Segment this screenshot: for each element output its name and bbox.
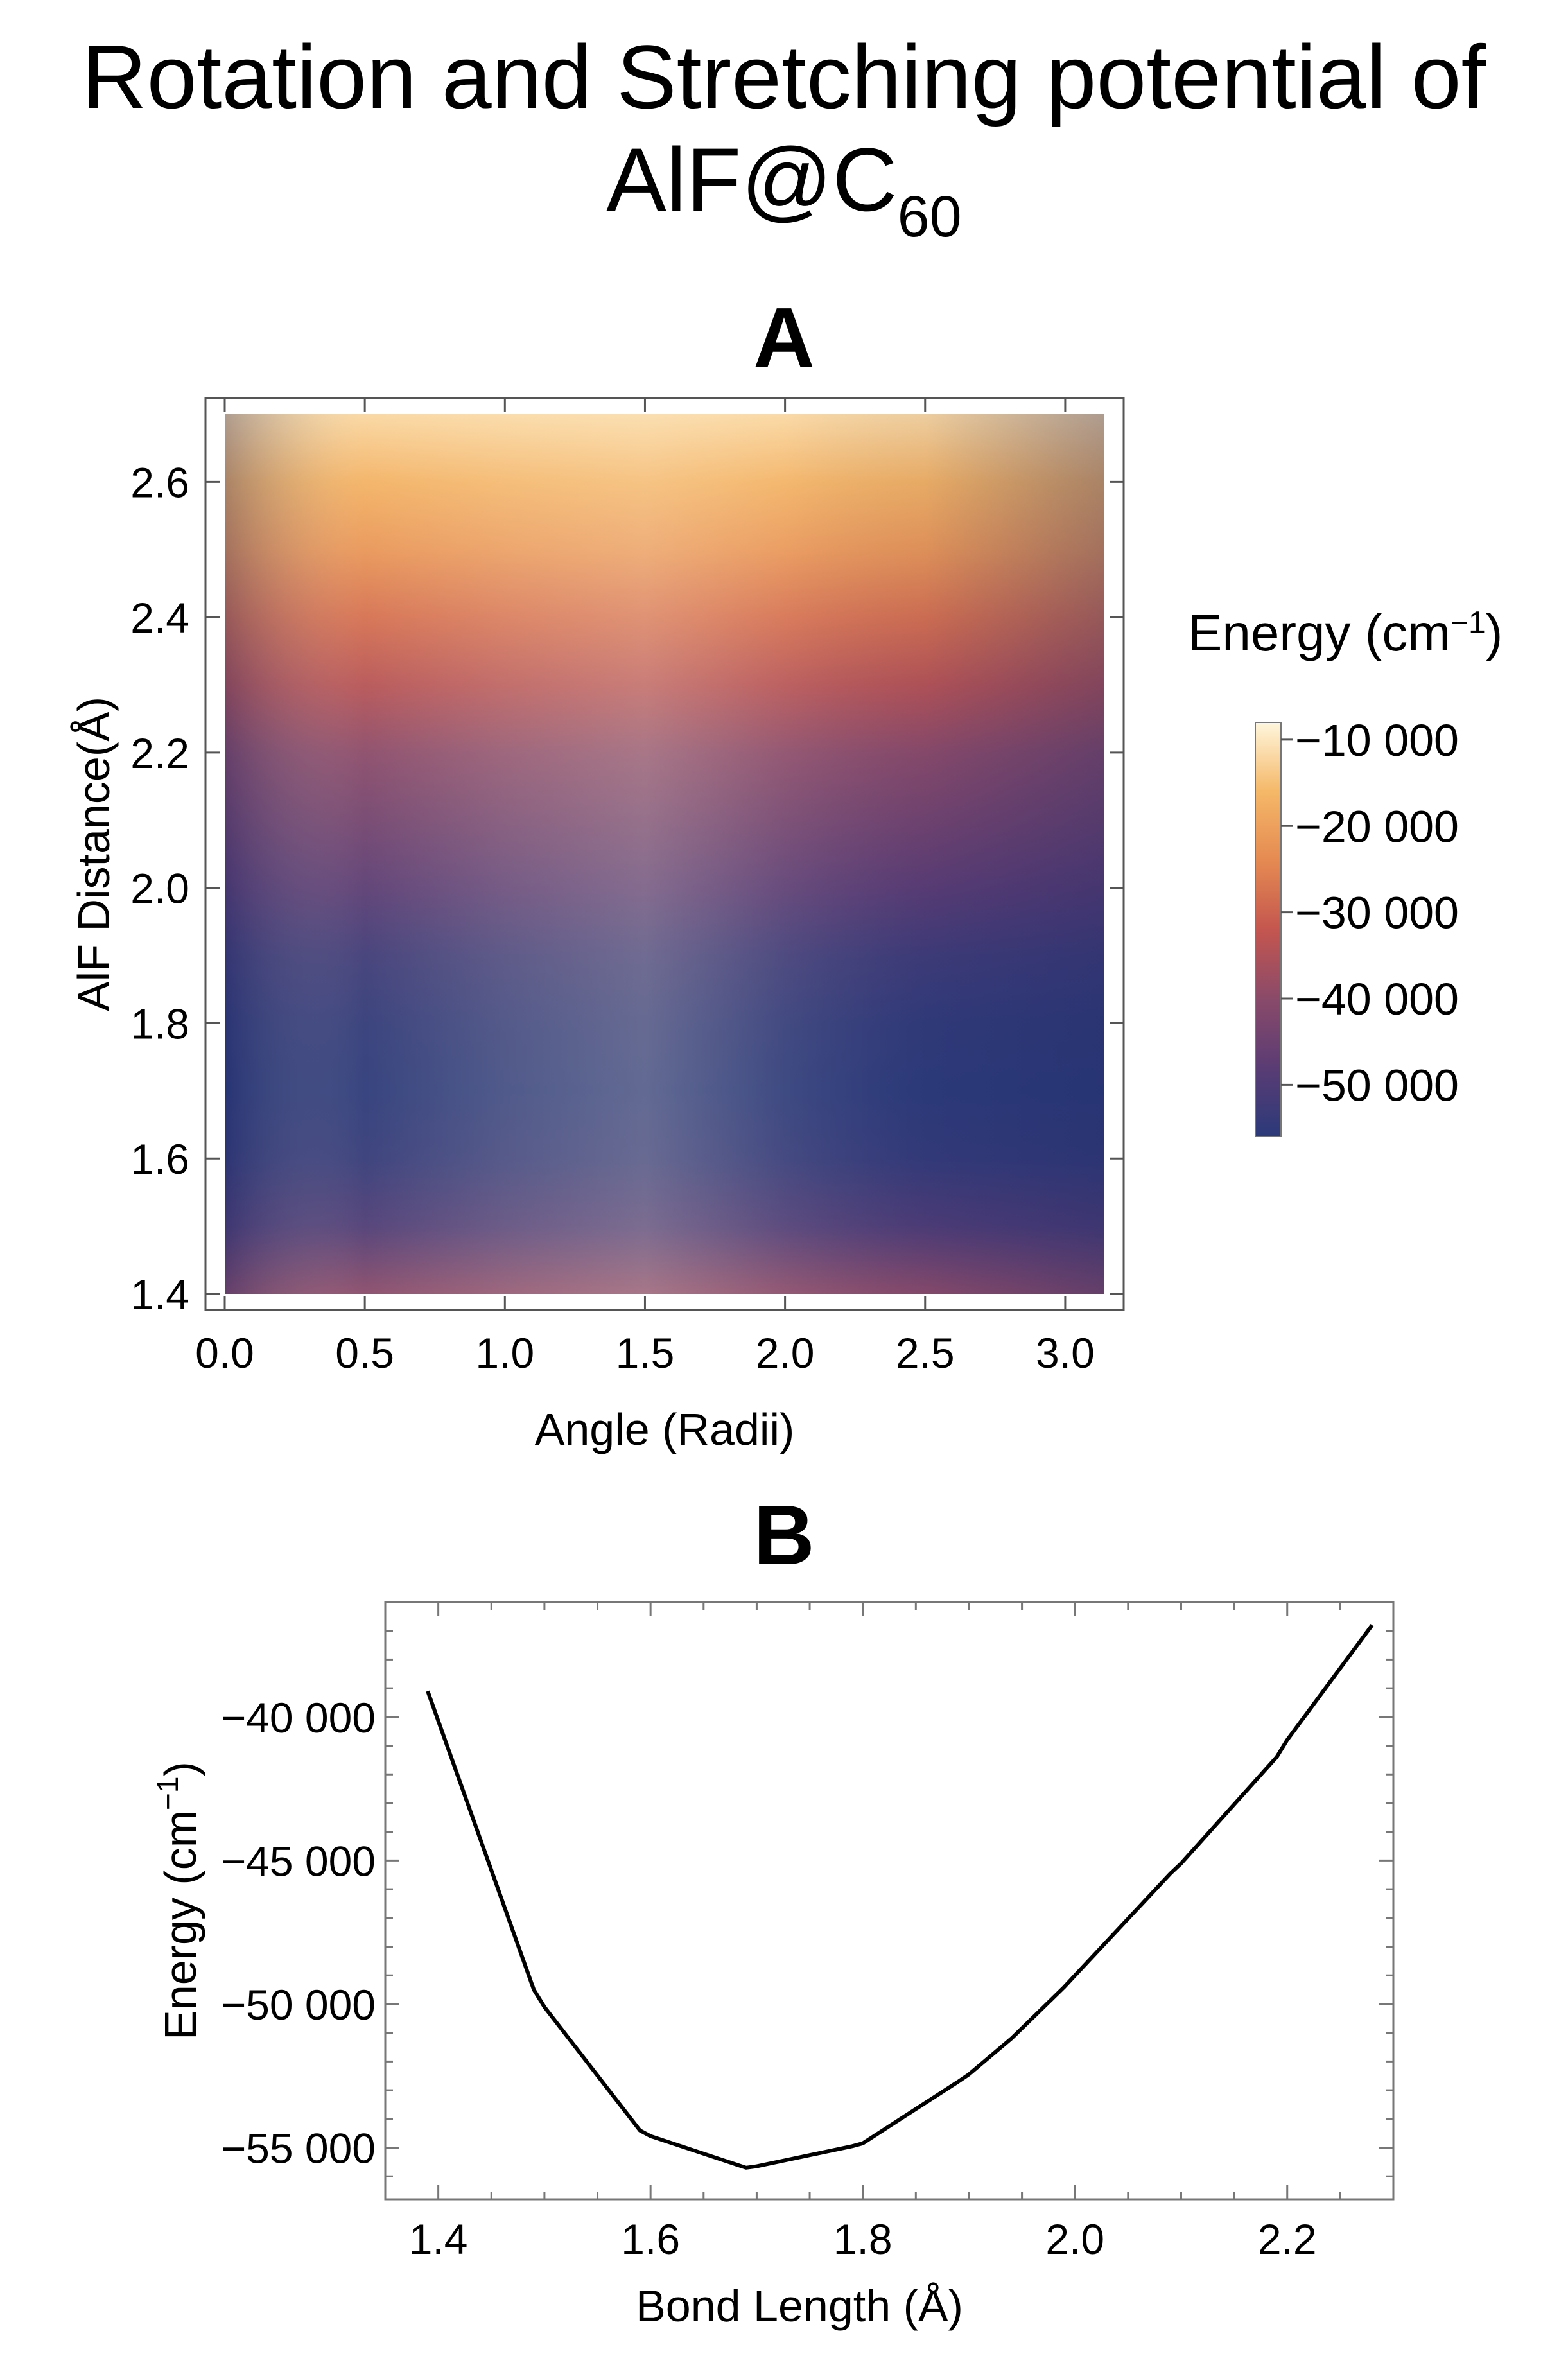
y-tick-label: 1.8 [130,1000,189,1047]
colorbar-title-text: Energy (cm [1188,604,1450,661]
line-chart: 1.4 1.6 1.8 2.0 2.2 −40 000 −45 000 −50 000 −55 … [151,1601,1395,2331]
x-tick-label: 0.5 [335,1329,394,1377]
x-tick-label: 1.0 [475,1329,534,1377]
y-axis-label-sup: −1 [151,1776,184,1810]
x-tick-label: 1.8 [833,2215,893,2263]
colorbar-title: Energy (cm−1) [1188,604,1503,663]
colorbar-tick-label: −30 000 [1295,888,1459,938]
x-tick-label: 2.0 [756,1329,815,1377]
y-axis-label-close: ) [155,1761,205,1776]
colorbar-title-sup: −1 [1450,606,1486,640]
x-tick-label: 2.0 [1045,2215,1104,2263]
figure-title-formula: AlF@C [606,129,898,230]
y-tick-label: 1.4 [130,1271,189,1318]
colorbar: −10 000 −20 000 −30 000 −40 000 −50 000 [1255,715,1459,1137]
x-axis-label: Angle (Radii) [535,1404,795,1454]
colorbar-bar [1255,722,1282,1137]
x-tick-label: 1.4 [409,2215,468,2263]
colorbar-tick-label: −20 000 [1295,801,1459,851]
y-tick-label: 2.6 [130,458,189,506]
y-axis-label: AlF Distance(Å) [69,697,119,1011]
figure-title-line1: Rotation and Stretching potential of [82,26,1486,127]
y-tick-label: −50 000 [222,1981,376,2029]
x-tick-label: 0.0 [195,1329,254,1377]
colorbar-title-close: ) [1485,604,1503,661]
x-axis-label: Bond Length (Å) [636,2281,963,2331]
colorbar-tick-label: −50 000 [1295,1060,1459,1110]
line-chart-axes: 1.4 1.6 1.8 2.0 2.2 −40 000 −45 000 −50 000 −55 … [151,1601,1395,2331]
panel-a-label: A [753,290,815,385]
y-tick-label: 1.6 [130,1135,189,1183]
y-tick-label: 2.0 [130,865,189,912]
energy-curve [426,1624,1374,2170]
panel-b-label: B [753,1488,815,1582]
y-tick-label: −45 000 [222,1837,376,1885]
colorbar-tick-label: −40 000 [1295,974,1459,1024]
y-tick-label: −55 000 [222,2125,376,2172]
heatmap-chart: 0.0 0.5 1.0 1.5 2.0 2.5 3.0 1.4 1.6 1.8 2.0 2.2 2.4 2… [69,397,1459,1454]
x-tick-label: 3.0 [1036,1329,1095,1377]
colorbar-tick-label: −10 000 [1295,715,1459,765]
y-tick-label: 2.2 [130,729,189,777]
heatmap-layer [204,397,1125,1311]
line-chart-frame [384,1601,1395,2201]
x-tick-label: 1.5 [616,1329,675,1377]
y-axis-label: Energy (cm−1) [151,1761,205,2040]
heatmap-axes: 0.0 0.5 1.0 1.5 2.0 2.5 3.0 1.4 1.6 1.8 2.0 2.2 2.4 2… [69,398,1124,1454]
y-tick-label: −40 000 [222,1694,376,1741]
y-tick-label: 2.4 [130,594,189,641]
heatmap-angle-shading [225,414,1104,1294]
y-axis-label-text: Energy (cm [155,1810,205,2040]
x-tick-label: 1.6 [621,2215,680,2263]
x-tick-label: 2.2 [1258,2215,1317,2263]
figure-title: Rotation and Stretching potential of AlF… [0,26,1568,246]
figure-title-line2: AlF@C60 [0,128,1568,246]
x-tick-label: 2.5 [896,1329,955,1377]
figure-title-subscript: 60 [897,185,962,249]
line-chart-series [426,1624,1374,2170]
